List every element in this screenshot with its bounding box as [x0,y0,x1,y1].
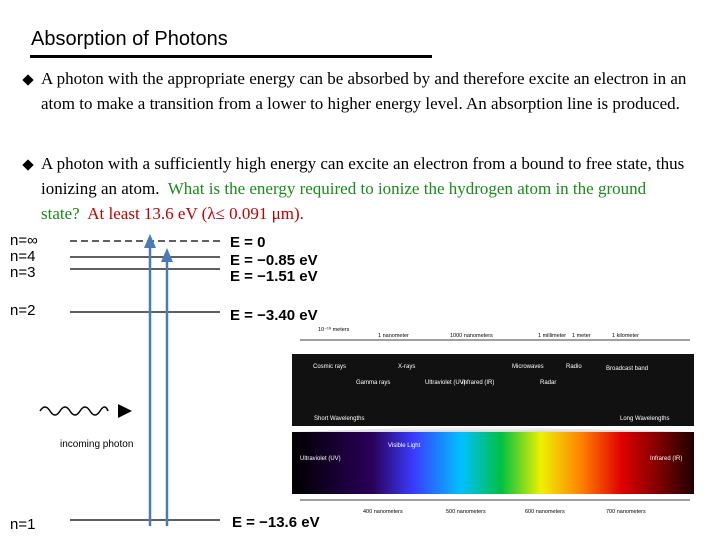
band-label: Gamma rays [356,380,390,386]
uv-label: Ultraviolet (UV) [300,456,341,462]
bullet: A photon with the appropriate energy can… [41,69,687,113]
band-label: Microwaves [512,364,544,370]
ir-label: Infrared (IR) [650,456,682,462]
level-energy: E = −1.51 eV [230,268,318,285]
transition-arrows [144,234,173,526]
level-n: n=4 [10,248,35,265]
levels [70,240,220,521]
photon-wave [39,406,109,416]
band-label: Cosmic rays [313,364,346,370]
nm-label: 400 nanometers [363,509,403,515]
arrow-head [118,404,132,418]
scale-label: 1000 nanometers [450,333,493,339]
level-n: n=3 [10,264,35,281]
bullet-text: A photon with a sufficiently high energy… [41,154,685,198]
level-n: n=1 [10,516,35,533]
level-energy: E = −3.40 eV [230,307,318,324]
bullet: A photon with a sufficiently high energy… [41,151,691,226]
question: What is the energy required to ionize th… [41,179,647,223]
level-n: n=2 [10,302,35,319]
scale-label: 1 kilometer [612,333,639,339]
visible-label: Visible Light [388,443,421,449]
band-label: Infrared (IR) [462,380,494,386]
title: Absorption of Photons [31,28,228,50]
label: incoming photon [60,439,133,450]
band-label: Radio [566,364,582,370]
nm-label: 500 nanometers [446,509,486,515]
title-rule [30,55,432,58]
level-n: n=∞ [10,232,38,249]
scale-label: 1 nanometer [378,333,409,339]
band-label: Ultraviolet (UV) [425,380,466,386]
answer: At least 13.6 eV (λ≤ 0.091 μm). [87,204,304,223]
level-energy: E = −13.6 eV [232,514,320,531]
nm-label: 700 nanometers [606,509,646,515]
scale-label: 1 millimeter [538,333,566,339]
spectrum: 10⁻¹⁰ meters 1 nanometer 1000 nanometers… [292,326,694,515]
nm-label: 600 nanometers [525,509,565,515]
scale-label: 10⁻¹⁰ meters [318,326,350,333]
incoming-label: incoming photon [60,439,133,450]
band-label: Broadcast band [606,366,648,372]
scale-label: 1 meter [572,333,591,339]
long-label: Long Wavelengths [620,416,669,422]
level-energy: E = 0 [230,234,265,251]
level-energy: E = −0.85 eV [230,252,318,269]
band-label: Radar [540,380,556,386]
band-label: X-rays [398,364,415,370]
short-label: Short Wavelengths [314,416,364,422]
